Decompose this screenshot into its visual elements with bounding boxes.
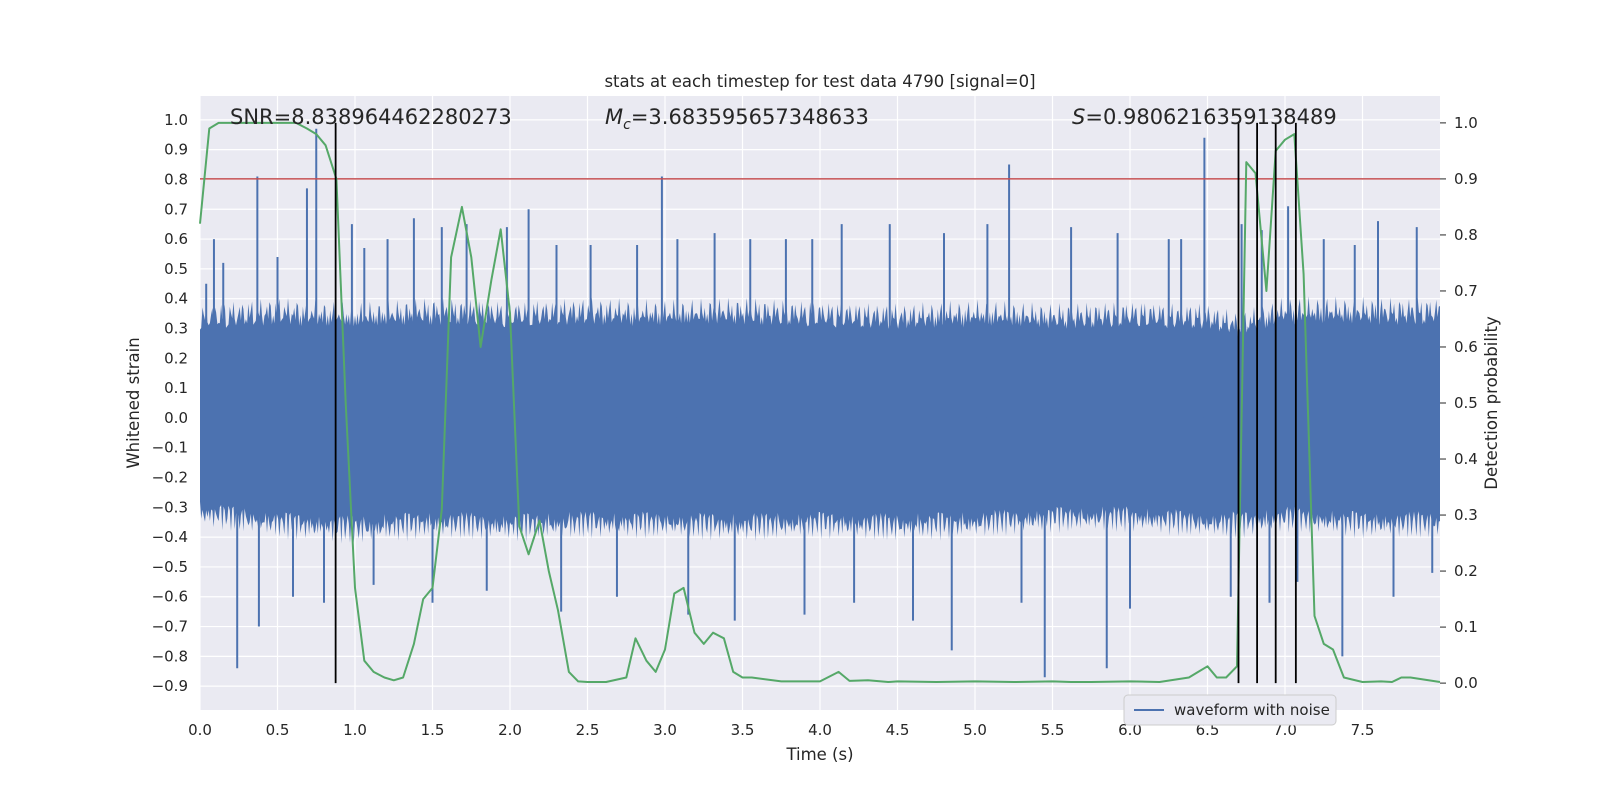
y-tick-label: 0.1	[164, 379, 188, 397]
x-tick-label: 5.0	[963, 721, 987, 739]
legend: waveform with noise	[1123, 694, 1337, 726]
x-tick-label: 2.0	[498, 721, 522, 739]
x-tick-label: 5.5	[1041, 721, 1065, 739]
x-tick-label: 3.5	[731, 721, 755, 739]
y-tick-label: 0.9	[164, 141, 188, 159]
y-tick-label: −0.1	[152, 439, 188, 457]
y-tick-label: −0.5	[152, 558, 188, 576]
y-tick-label: −0.3	[152, 498, 188, 516]
y2-tick-label: 0.6	[1454, 338, 1478, 356]
trigger-markers	[334, 122, 1297, 684]
y-tick-label: 0.0	[164, 409, 188, 427]
y-tick-label: 0.2	[164, 349, 188, 367]
waveform-with-noise-series	[200, 128, 1440, 678]
chirp-mass-symbol: M	[605, 105, 623, 129]
x-tick-label: 0.5	[266, 721, 290, 739]
y-tick-label: 0.4	[164, 290, 188, 308]
x-tick-label: 1.5	[421, 721, 445, 739]
detection-probability-line	[199, 121, 1441, 683]
chart-title: stats at each timestep for test data 479…	[604, 72, 1035, 91]
y2-tick-label: 1.0	[1454, 114, 1478, 132]
y-axis-right-ticks: 0.0 0.1 0.2 0.3 0.4 0.5 0.6 0.7 0.8 0.9 1.0	[1440, 114, 1478, 692]
y2-tick-label: 0.5	[1454, 394, 1478, 412]
legend-box	[1123, 694, 1337, 726]
x-tick-label: 0.0	[188, 721, 212, 739]
y2-tick-label: 0.1	[1454, 618, 1478, 636]
x-tick-label: 4.5	[886, 721, 910, 739]
y-tick-label: −0.8	[152, 647, 188, 665]
y-tick-label: 0.5	[164, 260, 188, 278]
detection-probability-series	[199, 121, 1441, 683]
noise-band	[200, 296, 1440, 544]
x-tick-label: 4.0	[808, 721, 832, 739]
statistic-annotation: S=0.9806216359138489	[1072, 105, 1337, 129]
y2-tick-label: 0.7	[1454, 282, 1478, 300]
y-axis-left-ticks: −0.9 −0.8 −0.7 −0.6 −0.5 −0.4 −0.3 −0.2 −0.1 0.0 0…	[152, 111, 188, 695]
y-tick-label: 0.7	[164, 200, 188, 218]
snr-annotation: SNR=8.838964462280273	[230, 105, 512, 129]
y-tick-label: 0.6	[164, 230, 188, 248]
chirp-mass-value: =3.683595657348633	[631, 105, 869, 129]
statistic-symbol: S	[1072, 105, 1085, 129]
y-tick-label: 0.3	[164, 319, 188, 337]
y-tick-label: −0.4	[152, 528, 188, 546]
x-tick-label: 7.5	[1351, 721, 1375, 739]
y-tick-label: −0.6	[152, 588, 188, 606]
statistic-value: =0.9806216359138489	[1085, 105, 1336, 129]
y2-tick-label: 0.3	[1454, 506, 1478, 524]
y2-tick-label: 0.8	[1454, 226, 1478, 244]
y2-tick-label: 0.0	[1454, 674, 1478, 692]
y-tick-label: −0.7	[152, 618, 188, 636]
x-tick-label: 3.0	[653, 721, 677, 739]
y2-tick-label: 0.9	[1454, 170, 1478, 188]
x-tick-label: 1.0	[343, 721, 367, 739]
y2-tick-label: 0.2	[1454, 562, 1478, 580]
y-tick-label: −0.2	[152, 469, 188, 487]
y-tick-label: 0.8	[164, 170, 188, 188]
y-tick-label: −0.9	[152, 677, 188, 695]
chirp-mass-subscript: c	[623, 117, 631, 133]
y-axis-left-label: Whitened strain	[124, 337, 143, 468]
chirp-mass-annotation: Mc=3.683595657348633	[605, 105, 869, 133]
y2-tick-label: 0.4	[1454, 450, 1478, 468]
legend-label: waveform with noise	[1174, 701, 1330, 719]
x-axis-label: Time (s)	[785, 745, 853, 764]
y-tick-label: 1.0	[164, 111, 188, 129]
y-axis-right-label: Detection probability	[1482, 316, 1501, 490]
x-tick-label: 2.5	[576, 721, 600, 739]
